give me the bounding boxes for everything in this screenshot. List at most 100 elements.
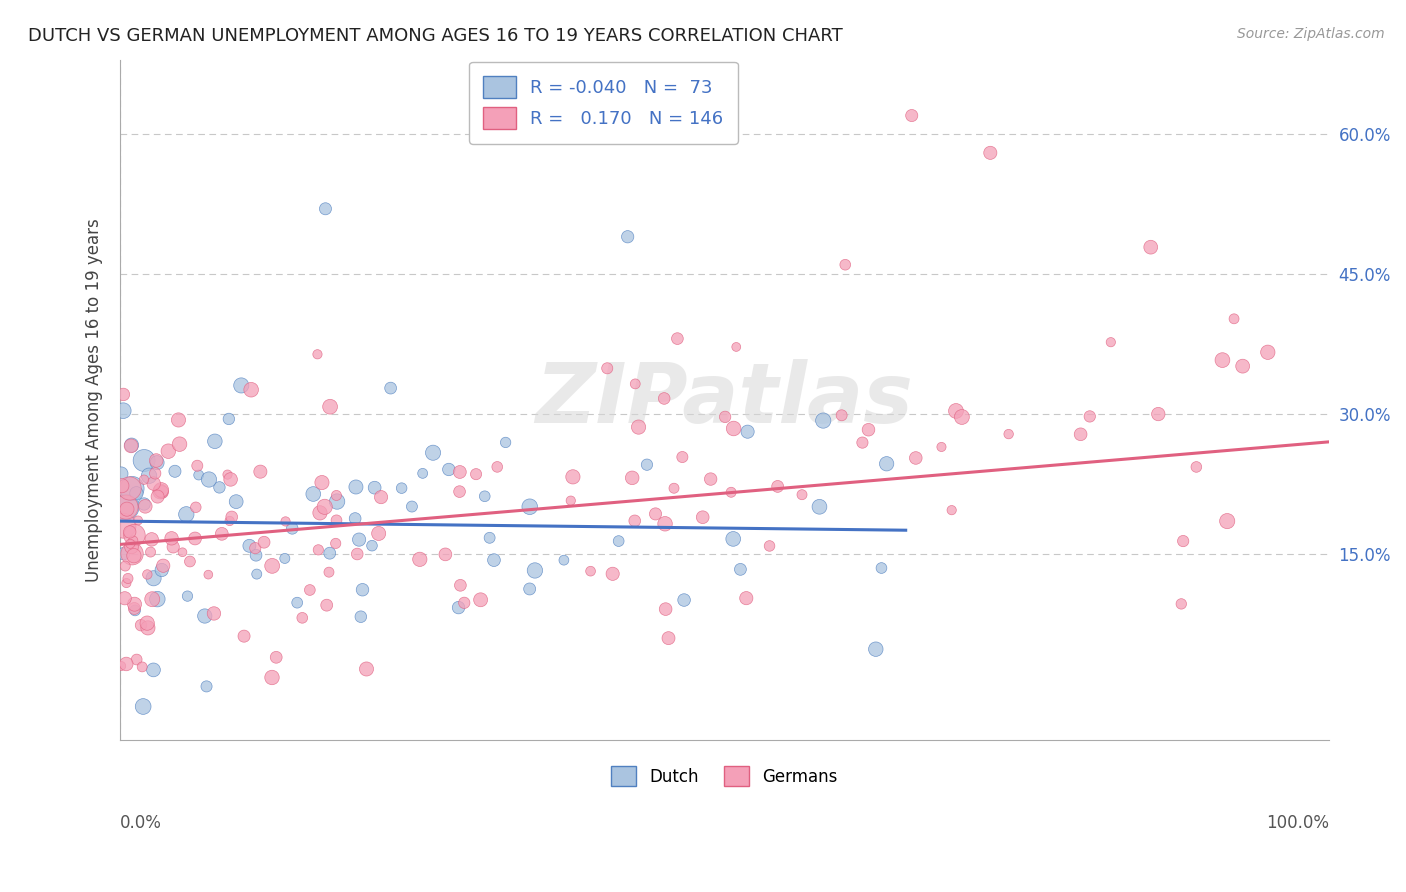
- Point: [579, 564, 602, 578]
- Point: [596, 361, 619, 376]
- Point: [325, 488, 347, 502]
- Point: [121, 438, 143, 452]
- Point: [478, 531, 501, 545]
- Point: [662, 481, 685, 495]
- Point: [561, 470, 583, 484]
- Point: [146, 456, 169, 470]
- Point: [319, 400, 342, 414]
- Point: [666, 332, 689, 346]
- Point: [134, 500, 156, 514]
- Point: [110, 659, 132, 673]
- Point: [121, 482, 143, 496]
- Point: [179, 554, 201, 568]
- Text: 100.0%: 100.0%: [1265, 814, 1329, 831]
- Point: [274, 515, 297, 529]
- Point: [553, 553, 575, 567]
- Point: [997, 427, 1019, 442]
- Point: [412, 467, 434, 481]
- Point: [219, 472, 242, 486]
- Point: [1099, 335, 1122, 350]
- Point: [671, 450, 693, 464]
- Point: [325, 536, 347, 550]
- Point: [115, 502, 138, 516]
- Point: [391, 481, 413, 495]
- Point: [150, 563, 173, 577]
- Point: [112, 518, 135, 533]
- Point: [124, 601, 146, 615]
- Point: [262, 558, 284, 573]
- Point: [204, 434, 226, 449]
- Point: [363, 481, 385, 495]
- Point: [720, 485, 742, 500]
- Text: DUTCH VS GERMAN UNEMPLOYMENT AMONG AGES 16 TO 19 YEARS CORRELATION CHART: DUTCH VS GERMAN UNEMPLOYMENT AMONG AGES …: [28, 27, 842, 45]
- Point: [115, 657, 138, 671]
- Point: [124, 603, 146, 617]
- Point: [127, 513, 149, 527]
- Point: [447, 600, 470, 615]
- Point: [495, 435, 517, 450]
- Point: [218, 514, 240, 528]
- Point: [1232, 359, 1254, 373]
- Point: [865, 642, 887, 657]
- Point: [197, 567, 219, 582]
- Point: [246, 567, 269, 582]
- Point: [122, 533, 145, 548]
- Point: [616, 229, 638, 244]
- Point: [1223, 311, 1246, 326]
- Point: [122, 549, 145, 563]
- Point: [245, 548, 267, 562]
- Point: [125, 652, 148, 666]
- Point: [285, 596, 308, 610]
- Point: [132, 473, 155, 487]
- Point: [114, 559, 136, 574]
- Point: [904, 450, 927, 465]
- Text: ZIPatlas: ZIPatlas: [536, 359, 914, 441]
- Point: [858, 423, 880, 437]
- Point: [298, 582, 321, 597]
- Point: [110, 467, 132, 481]
- Point: [699, 472, 721, 486]
- Point: [1185, 459, 1208, 474]
- Point: [1070, 427, 1092, 442]
- Point: [176, 589, 198, 603]
- Point: [319, 546, 342, 560]
- Point: [115, 576, 138, 591]
- Point: [124, 597, 146, 611]
- Point: [211, 526, 233, 541]
- Point: [225, 494, 247, 508]
- Point: [1147, 407, 1170, 421]
- Point: [834, 258, 856, 272]
- Point: [142, 571, 165, 585]
- Point: [208, 480, 231, 494]
- Point: [142, 476, 165, 491]
- Point: [870, 561, 893, 575]
- Point: [115, 500, 138, 515]
- Point: [519, 582, 541, 596]
- Point: [152, 558, 174, 573]
- Point: [132, 497, 155, 511]
- Point: [172, 545, 194, 559]
- Point: [367, 526, 389, 541]
- Point: [157, 444, 180, 458]
- Point: [766, 479, 789, 493]
- Point: [136, 621, 159, 635]
- Point: [118, 524, 141, 539]
- Point: [311, 475, 333, 490]
- Point: [607, 534, 630, 549]
- Point: [470, 592, 492, 607]
- Point: [813, 414, 835, 428]
- Point: [465, 467, 488, 482]
- Point: [233, 629, 256, 643]
- Point: [344, 480, 367, 494]
- Point: [131, 660, 153, 674]
- Point: [602, 566, 624, 581]
- Point: [449, 484, 471, 499]
- Point: [654, 602, 676, 616]
- Point: [291, 611, 314, 625]
- Point: [134, 453, 156, 467]
- Point: [931, 440, 953, 454]
- Point: [264, 650, 287, 665]
- Point: [115, 500, 138, 515]
- Point: [437, 462, 460, 476]
- Point: [218, 412, 240, 426]
